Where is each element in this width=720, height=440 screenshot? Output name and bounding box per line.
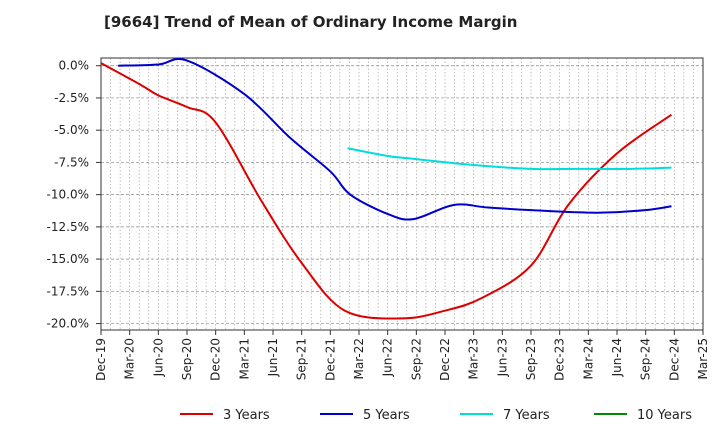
y-tick-label: -7.5% [54,155,89,169]
series-line-5-years [118,57,672,221]
x-tick-label: Dec-19 [94,338,108,381]
x-tick-label: Jun-22 [381,338,395,377]
y-tick-label: -20.0% [47,317,89,331]
x-tick-label: Mar-22 [352,338,366,379]
x-tick-label: Dec-21 [323,338,337,381]
legend: 3 Years 5 Years 7 Years 10 Years [180,408,692,423]
y-tick-label: -2.5% [54,91,89,105]
grid-layer [100,58,704,330]
x-tick-label: Mar-24 [581,338,595,379]
y-tick-label: 0.0% [59,59,90,73]
legend-label: 10 Years [637,408,692,423]
x-tick-label: Jun-21 [266,338,280,377]
y-tick-label: -12.5% [47,220,89,234]
y-tick-label: -15.0% [47,252,89,266]
x-tick-label: Jun-23 [495,338,509,377]
x-tick-label: Sep-22 [409,338,423,380]
x-tick-label: Dec-20 [209,338,223,381]
x-tick-label: Mar-23 [467,338,481,379]
series-line-7-years [347,147,672,171]
legend-label: 7 Years [503,408,550,423]
x-tick-label: Mar-20 [123,338,137,379]
x-tick-label: Dec-22 [438,338,452,381]
y-tick-label: -5.0% [54,123,89,137]
axis-layer: 0.0% -2.5% -5.0% -7.5% -10.0% -12.5% -15.0% -17… [47,57,710,381]
x-tick-label: Sep-24 [639,338,653,380]
y-tick-label: -10.0% [47,188,89,202]
x-tick-label: Dec-23 [553,338,567,381]
x-tick-label: Mar-25 [696,338,710,379]
chart-title: [9664] Trend of Mean of Ordinary Income … [104,13,518,31]
x-tick-label: Dec-24 [667,338,681,381]
x-tick-label: Sep-21 [295,338,309,380]
x-tick-label: Jun-20 [151,338,165,377]
legend-label: 3 Years [223,408,270,423]
series-layer [100,57,673,320]
y-tick-label: -17.5% [47,284,89,298]
plot-frame [100,57,704,331]
series-line-3-years [100,62,673,320]
legend-label: 5 Years [363,408,410,423]
x-tick-label: Sep-20 [180,338,194,380]
x-tick-label: Sep-23 [524,338,538,380]
x-tick-label: Jun-24 [610,338,624,377]
x-tick-label: Mar-21 [237,338,251,379]
